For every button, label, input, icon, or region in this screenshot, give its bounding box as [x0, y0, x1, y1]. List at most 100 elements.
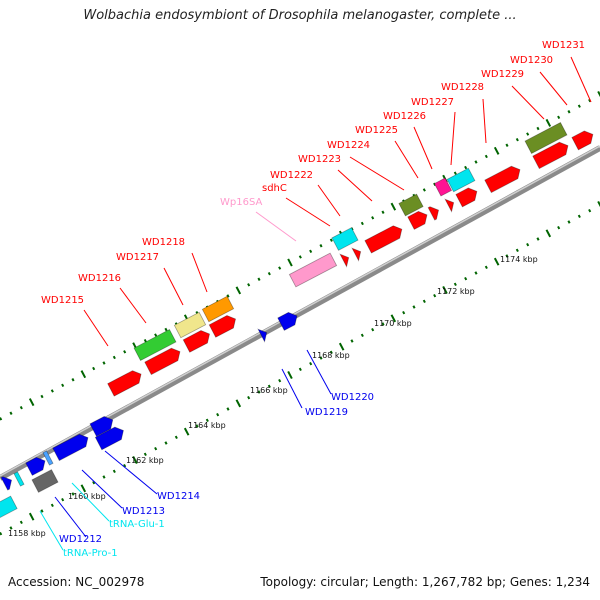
trna-feature — [331, 227, 359, 251]
lower-tick-mark — [319, 356, 323, 360]
lower-tick-mark — [154, 446, 158, 451]
lower-tick-mark — [143, 452, 147, 457]
gene-leader-line — [570, 56, 592, 103]
scale-label: 1164 kbp — [188, 421, 226, 430]
lower-tick-mark — [433, 293, 437, 298]
lower-tick-mark — [235, 399, 242, 408]
gene-leader-line — [349, 156, 405, 191]
reverse-gene-feature — [257, 328, 268, 343]
upper-tick-mark — [536, 126, 540, 131]
upper-tick-mark — [371, 216, 375, 220]
upper-tick-mark — [0, 417, 3, 421]
upper-tick-mark — [557, 115, 561, 120]
forward-gene-feature — [144, 347, 181, 376]
lower-tick-mark — [132, 455, 138, 465]
upper-tick-mark — [102, 361, 106, 365]
upper-tick-mark — [154, 333, 158, 337]
reverse-gene-feature — [94, 426, 124, 451]
gene-label: sdhC — [262, 183, 287, 194]
gene-label: WD1223 — [298, 154, 341, 165]
gene-feature-magenta — [433, 177, 453, 197]
gene-leader-line — [54, 496, 87, 538]
gene-leader-line — [81, 469, 123, 509]
forward-gene-feature — [571, 130, 594, 151]
upper-tick-mark — [360, 221, 364, 226]
trna-feature — [13, 471, 25, 487]
gene-feature-khaki — [173, 311, 207, 339]
gene-label: WD1217 — [116, 252, 159, 263]
lower-tick-mark — [545, 229, 552, 238]
gene-leader-line — [163, 267, 184, 306]
scale-label: 1172 kbp — [437, 287, 475, 296]
genome-stats-text: Topology: circular; Length: 1,267,782 bp… — [260, 575, 590, 589]
lower-tick-mark — [183, 427, 190, 436]
lower-tick-mark — [536, 237, 540, 241]
lower-tick-mark — [597, 200, 600, 208]
lower-tick-mark — [28, 512, 35, 521]
lower-tick-mark — [71, 492, 75, 496]
gene-label: Wp16SA — [220, 197, 262, 208]
upper-tick-mark — [597, 90, 600, 98]
scale-label: 1174 kbp — [500, 255, 538, 264]
lower-tick-mark — [50, 503, 54, 508]
upper-tick-mark — [381, 210, 385, 214]
lower-tick-mark — [360, 333, 364, 338]
upper-tick-mark — [226, 294, 230, 298]
upper-tick-mark — [545, 118, 552, 127]
gene-label: WD1215 — [41, 295, 84, 306]
forward-gene-feature — [339, 253, 350, 268]
rrna-feature — [288, 252, 338, 288]
lower-tick-mark — [0, 531, 3, 536]
upper-tick-mark — [143, 338, 147, 343]
lower-tick-mark — [267, 384, 271, 389]
lower-tick-mark — [474, 271, 478, 275]
scale-label: 1166 kbp — [250, 386, 288, 395]
scale-label: 1160 kbp — [68, 492, 106, 501]
forward-gene-feature — [182, 330, 210, 353]
scale-label: 1170 kbp — [374, 319, 412, 328]
upper-tick-mark — [123, 350, 127, 354]
lower-tick-mark — [112, 469, 116, 474]
reverse-gene-feature — [89, 416, 114, 437]
upper-tick-mark — [92, 366, 96, 371]
upper-tick-mark — [298, 255, 302, 259]
gene-leader-line — [83, 309, 109, 347]
gene-leader-line — [413, 126, 433, 170]
label-layer: 1158 kbp 1160 kbp 1162 kbp 1164 kbp 1166 kbp… — [8, 40, 592, 559]
lower-tick-mark — [484, 265, 488, 270]
trna-feature — [446, 167, 476, 193]
upper-tick-mark — [505, 143, 509, 147]
gene-leader-line — [39, 510, 64, 551]
lower-tick-mark — [287, 370, 293, 380]
upper-tick-mark — [567, 110, 571, 114]
forward-gene-feature — [444, 198, 455, 213]
upper-tick-mark — [40, 394, 44, 399]
scale-label: 1168 kbp — [312, 351, 350, 360]
lower-tick-mark — [329, 350, 333, 355]
lower-tick-mark — [92, 480, 96, 485]
lower-tick-mark — [257, 390, 261, 394]
lower-tick-mark — [195, 424, 199, 428]
upper-tick-mark — [61, 383, 65, 388]
gene-label: tRNA-Pro-1 — [63, 548, 118, 559]
upper-tick-mark — [588, 98, 592, 103]
lower-tick-mark — [442, 285, 448, 295]
accession-text: Accession: NC_002978 — [8, 575, 145, 589]
gene-label: WD1231 — [542, 40, 585, 51]
gene-leader-line — [511, 85, 545, 120]
gene-leader-line — [191, 252, 208, 293]
lower-tick-mark — [526, 242, 530, 247]
upper-tick-mark — [390, 202, 397, 211]
upper-tick-mark — [257, 277, 261, 281]
lower-tick-mark — [298, 367, 302, 372]
lower-tick-mark — [422, 299, 426, 304]
reverse-gene-feature — [277, 311, 298, 331]
upper-tick-mark — [112, 355, 116, 360]
gene-leader-line — [394, 140, 419, 179]
upper-tick-mark — [247, 283, 251, 287]
gene-leader-line — [104, 450, 158, 495]
gene-label: WD1219 — [305, 407, 348, 418]
lower-tick-mark — [338, 342, 345, 351]
upper-tick-mark — [28, 398, 35, 407]
upper-tick-mark — [474, 160, 478, 164]
